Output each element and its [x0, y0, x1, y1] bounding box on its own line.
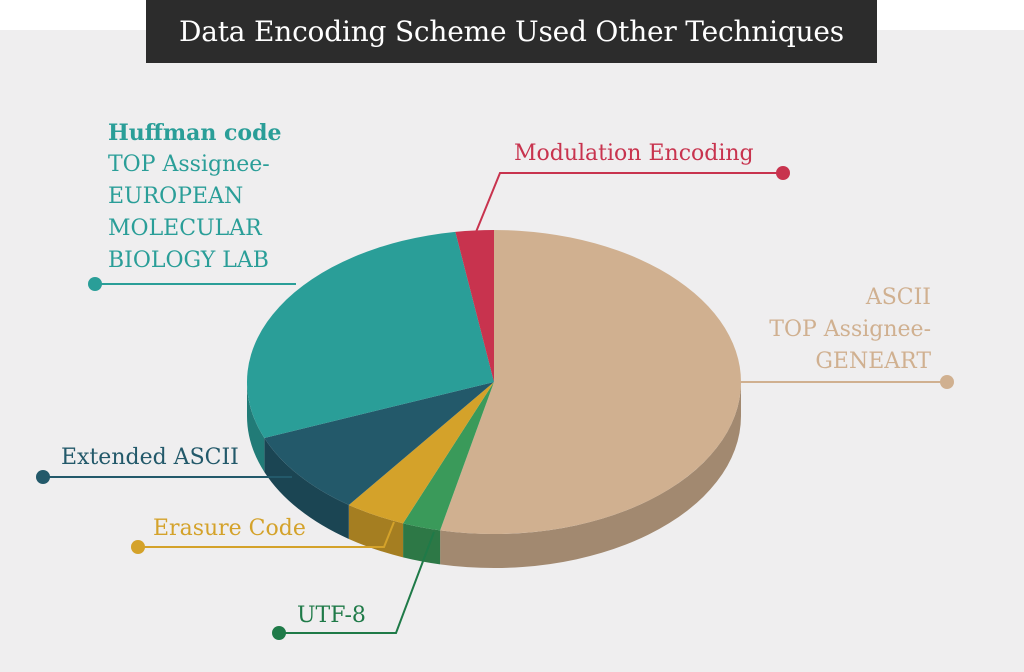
pie-sides [247, 382, 741, 568]
pie-slice-modulation [455, 230, 494, 382]
modulation-label: Modulation Encoding [514, 141, 754, 166]
huffman-assignee-line4: BIOLOGY LAB [108, 248, 269, 273]
huffman-name: Huffman code [108, 120, 282, 146]
pie-slice-ascii [440, 230, 742, 534]
pie-side-extended_ascii [264, 437, 349, 539]
leader-dot-extended_ascii [36, 470, 50, 484]
leader-dot-ascii [940, 375, 954, 389]
huffman-assignee-line1: TOP Assignee- [108, 152, 270, 177]
leader-line-modulation [475, 172, 783, 233]
pie-slice-extended_ascii [264, 382, 494, 505]
ascii-assignee-line2: GENEART [815, 349, 931, 374]
leader-dot-huffman [88, 277, 102, 291]
leader-dot-utf8 [272, 626, 286, 640]
pie-slice-erasure [348, 382, 494, 524]
pie-top [246, 230, 742, 534]
pie-slice-utf8 [403, 382, 494, 531]
ascii-name: ASCII [865, 285, 931, 310]
leader-lines [36, 166, 954, 640]
huffman-label: Huffman code TOP Assignee- EUROPEAN MOLE… [108, 117, 281, 277]
chart-title: Data Encoding Scheme Used Other Techniqu… [146, 0, 877, 63]
pie-side-huffman [247, 382, 265, 472]
pie-slice-huffman [246, 231, 494, 438]
pie-side-ascii [440, 382, 741, 568]
ascii-label: ASCII TOP Assignee- GENEART [769, 282, 931, 378]
huffman-assignee-line2: EUROPEAN [108, 184, 244, 209]
pie-side-utf8 [403, 523, 441, 565]
ascii-assignee-line1: TOP Assignee- [769, 317, 931, 342]
leader-dot-modulation [776, 166, 790, 180]
leader-line-erasure [138, 521, 395, 548]
huffman-assignee-line3: MOLECULAR [108, 216, 262, 241]
erasure-code-label: Erasure Code [153, 516, 306, 541]
extended-ascii-label: Extended ASCII [61, 445, 239, 470]
leader-dot-erasure [131, 540, 145, 554]
leader-line-utf8 [279, 531, 435, 634]
utf8-label: UTF-8 [297, 603, 366, 628]
pie-side-erasure [348, 504, 404, 558]
